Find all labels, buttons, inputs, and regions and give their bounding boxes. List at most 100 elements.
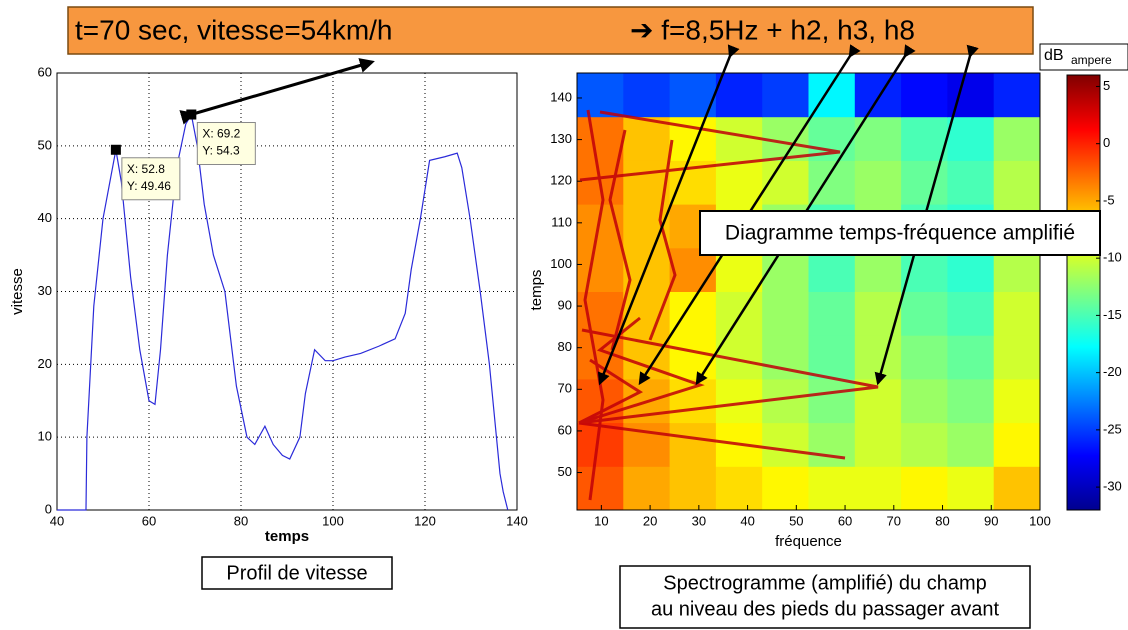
heat-cell (947, 291, 995, 336)
annotation-box (699, 210, 1101, 256)
datatip-y: Y: 49.46 (127, 179, 171, 193)
datatip-y: Y: 54.3 (202, 144, 240, 158)
heat-cell (901, 335, 948, 380)
heat-cell (947, 378, 995, 424)
heat-cell (901, 466, 948, 511)
x-tick-label: 60 (838, 513, 852, 528)
colorbar (1066, 74, 1101, 511)
y-tick-label: 100 (550, 256, 572, 271)
y-tick-label: 110 (551, 214, 572, 229)
heat-cell (993, 378, 1041, 424)
ridge (578, 421, 846, 460)
datatip-marker (110, 144, 121, 155)
colorbar-tick-label: -20 (1103, 364, 1122, 379)
x-tick-label: 140 (506, 513, 528, 528)
heat-cell (947, 160, 995, 205)
x-tick-label: 30 (692, 513, 706, 528)
heat-cell (808, 378, 856, 424)
x-tick-label: 40 (50, 513, 64, 528)
y-tick-label: 30 (38, 283, 52, 298)
heat-cell (577, 116, 624, 161)
heat-cell (947, 466, 995, 511)
y-tick-label: 90 (558, 298, 572, 313)
colorbar-tick-label: -15 (1103, 307, 1122, 322)
colorbar-label: dB (1044, 47, 1064, 64)
heat-cell (623, 291, 671, 336)
heat-cell (623, 73, 671, 118)
banner-right: ➔ f=8,5Hz + h2, h3, h8 (630, 14, 915, 45)
colorbar-tick-label: -25 (1103, 421, 1122, 436)
heat-cell (808, 466, 856, 511)
heat-cell (623, 466, 671, 511)
heat-cell (854, 422, 902, 467)
heat-cell (762, 422, 809, 467)
x-axis-label: fréquence (775, 533, 842, 550)
datatip-x: X: 69.2 (202, 127, 240, 141)
x-tick-label: 20 (643, 513, 657, 528)
spectrogram: 10 20 30 40 50 60 70 80 90 1005060708090100110120… (528, 43, 1128, 550)
annotation: Diagramme temps-fréquence amplifié (725, 222, 1075, 245)
heat-cell (993, 160, 1041, 205)
heat-cell (947, 422, 995, 467)
heat-cell (947, 335, 995, 380)
y-tick-label: 120 (550, 173, 572, 188)
y-tick-label: 70 (558, 381, 572, 396)
x-tick-label: 100 (322, 513, 344, 528)
heat-cell (669, 378, 717, 424)
colorbar-unit: ampere (1071, 53, 1112, 67)
heat-cell (993, 291, 1041, 336)
heat-cell (854, 73, 902, 118)
heat-cell (577, 466, 624, 511)
y-tick-label: 50 (38, 137, 52, 152)
heat-cell (669, 466, 717, 511)
x-tick-label: 40 (740, 513, 754, 528)
heat-cell (854, 335, 902, 380)
x-tick-label: 50 (789, 513, 803, 528)
heat-cell (808, 291, 856, 336)
x-tick-label: 70 (887, 513, 901, 528)
x-tick-label: 100 (1029, 513, 1051, 528)
heat-cell (715, 160, 763, 205)
heat-cell (901, 291, 948, 336)
heat-cell (669, 422, 717, 467)
colorbar-tick-label: -5 (1103, 192, 1115, 207)
x-tick-label: 10 (594, 513, 608, 528)
caption: Spectrogramme (amplifié) du champ (663, 572, 986, 594)
heat-cell (715, 466, 763, 511)
colorbar-tick-label: 5 (1103, 78, 1110, 93)
heat-cell (901, 73, 948, 118)
y-tick-label: 10 (38, 429, 52, 444)
heat-cell (901, 160, 948, 205)
y-axis-label: temps (528, 270, 545, 311)
caption: Profil de vitesse (226, 562, 367, 584)
y-tick-label: 140 (550, 89, 572, 104)
heat-cell (762, 291, 809, 336)
line-series (57, 112, 509, 511)
x-tick-label: 80 (234, 513, 248, 528)
heat-cell (669, 335, 717, 380)
heat-cell (901, 422, 948, 467)
heat-cell (854, 291, 902, 336)
banner-left: t=70 sec, vitesse=54km/h (75, 14, 393, 45)
y-axis-label: vitesse (9, 268, 26, 315)
heat-cell (762, 466, 809, 511)
heat-cell (623, 247, 671, 292)
y-tick-label: 60 (38, 64, 52, 79)
y-tick-label: 0 (45, 501, 52, 516)
heat-cell (669, 291, 717, 336)
datatip-box (121, 157, 181, 201)
heat-cell (993, 466, 1041, 511)
heat-cell (808, 422, 856, 467)
x-tick-label: 80 (935, 513, 949, 528)
heat-cell (947, 116, 995, 161)
y-tick-label: 130 (550, 131, 572, 146)
caption: au niveau des pieds du passager avant (651, 598, 999, 620)
colorbar-tick-label: -10 (1103, 250, 1122, 265)
heat-cell (854, 466, 902, 511)
y-tick-label: 40 (38, 210, 52, 225)
heat-cell (762, 73, 809, 118)
heat-cell (901, 116, 948, 161)
heat-cell (993, 422, 1041, 467)
y-tick-label: 50 (558, 464, 572, 479)
